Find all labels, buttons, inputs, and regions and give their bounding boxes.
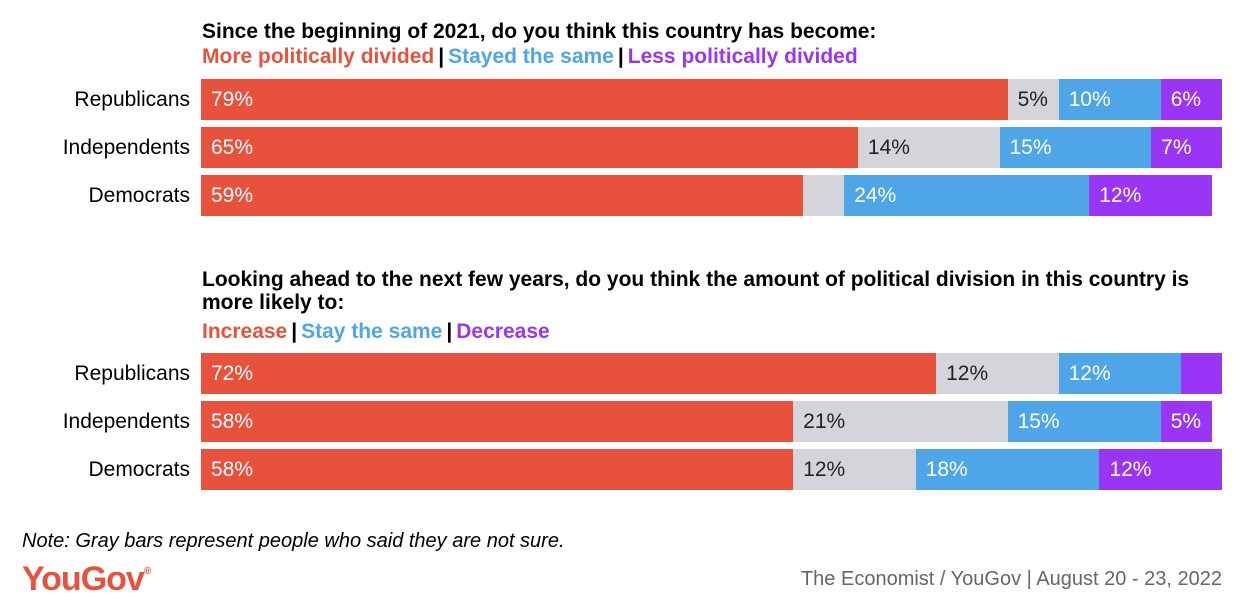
chart-1-legend: More politically divided | Stayed the same… [202,45,858,68]
legend-separator: | [438,45,445,68]
bar-segment: 65% [201,127,858,168]
stacked-bar: 58% 21% 15% 5% [201,401,1222,442]
bar-segment [803,175,845,216]
stacked-bar: 79% 5% 10% 6% [201,79,1222,120]
bar-segment: 12% [1099,449,1222,490]
bar-segment: 10% [1058,79,1161,120]
bar-segment: 12% [1089,175,1212,216]
category-label: Independents [62,410,190,433]
footnote: Note: Gray bars represent people who sai… [22,530,565,552]
bar-segment: 58% [201,449,794,490]
bar-segment: 5% [1160,401,1212,442]
bar-segment: 21% [793,401,1008,442]
bar-segment: 7% [1151,127,1223,168]
bar-segment: 12% [793,449,916,490]
stacked-bar: 72% 12% 12% [201,353,1222,394]
bar-segment: 14% [857,127,1000,168]
stacked-bar: 58% 12% 18% 12% [201,449,1222,490]
category-label: Democrats [88,458,190,481]
bar-segment: 58% [201,401,794,442]
stacked-bar: 65% 14% 15% 7% [201,127,1223,168]
legend-item: Decrease [456,320,550,343]
source-text: The Economist / YouGov | August 20 - 23,… [800,568,1222,590]
stacked-bar: 59% 24% 12% [201,175,1222,216]
bar-segment: 72% [201,353,937,394]
category-label: Democrats [88,184,190,207]
bar-segment: 24% [844,175,1090,216]
category-label: Republicans [74,362,190,385]
bar-segment: 59% [201,175,804,216]
bar-segment: 15% [999,127,1152,168]
bar-segment: 15% [1007,401,1161,442]
legend-item: Less politically divided [627,45,858,68]
bar-segment: 12% [1058,353,1182,394]
chart-2-title: Looking ahead to the next few years, do … [202,268,1190,314]
bar-segment [1181,353,1222,394]
legend-item: Increase [202,320,288,343]
category-label: Independents [62,136,190,159]
legend-separator: | [446,320,453,343]
legend-separator: | [291,320,298,343]
legend-item: Stayed the same [448,45,614,68]
legend-item: More politically divided [202,45,435,68]
chart-2-legend: Increase | Stay the same | Decrease [202,320,550,343]
bar-segment: 12% [936,353,1059,394]
yougov-logo[interactable]: YouGov® [22,560,151,598]
legend-item: Stay the same [301,320,443,343]
bar-segment: 79% [201,79,1008,120]
bar-segment: 18% [915,449,1100,490]
chart-1-title: Since the beginning of 2021, do you thin… [202,20,877,43]
legend-separator: | [617,45,624,68]
category-label: Republicans [74,88,190,111]
bar-segment: 5% [1007,79,1059,120]
bar-segment: 6% [1160,79,1222,120]
